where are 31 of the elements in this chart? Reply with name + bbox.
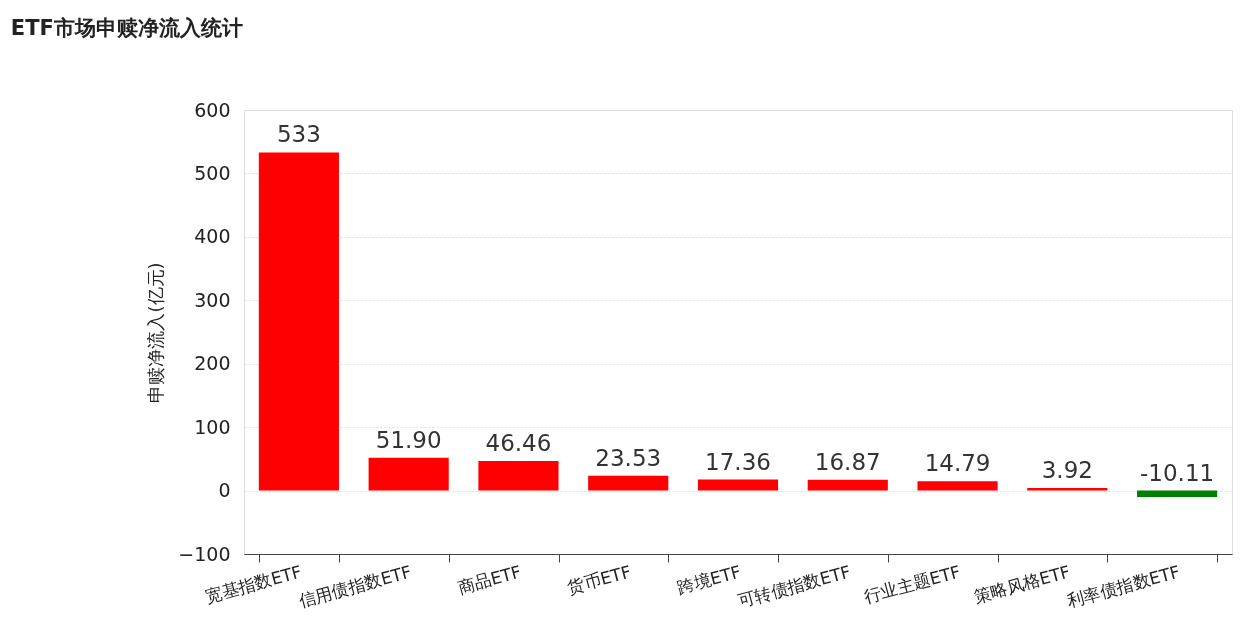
y-tick-label: 200: [194, 352, 231, 375]
data-label: 16.87: [814, 448, 881, 475]
data-label: 51.90: [375, 426, 442, 453]
bar: [807, 479, 888, 491]
y-tick-label: 400: [194, 225, 231, 248]
data-label: -10.11: [1140, 459, 1215, 486]
bar: [697, 479, 779, 491]
y-tick-label: 500: [194, 161, 231, 184]
y-tick-label: 600: [194, 98, 231, 121]
data-label: 17.36: [705, 448, 771, 475]
x-tick-label: 行业主题ETF: [861, 561, 963, 607]
bar: [588, 475, 669, 491]
x-tick-label: 商品ETF: [455, 561, 524, 598]
data-label: 46.46: [485, 430, 552, 457]
bar: [917, 481, 998, 491]
bar: [1027, 488, 1108, 491]
bar: [258, 152, 339, 491]
chart-title: ETF市场申赎净流入统计: [10, 16, 243, 40]
y-axis-title: 申赎净流入(亿元): [145, 262, 167, 403]
data-label: 3.92: [1041, 457, 1093, 484]
bar: [478, 461, 559, 491]
data-label: 23.53: [595, 444, 662, 471]
data-label: 14.79: [924, 450, 991, 477]
x-tick-label: 货币ETF: [565, 561, 634, 598]
bar: [368, 457, 449, 491]
bar: [1137, 490, 1218, 497]
y-tick-label: 300: [194, 288, 231, 311]
y-tick-label: −100: [178, 542, 231, 565]
data-label: 533: [276, 121, 321, 148]
y-tick-label: 0: [218, 479, 231, 502]
y-tick-label: 100: [194, 415, 231, 438]
